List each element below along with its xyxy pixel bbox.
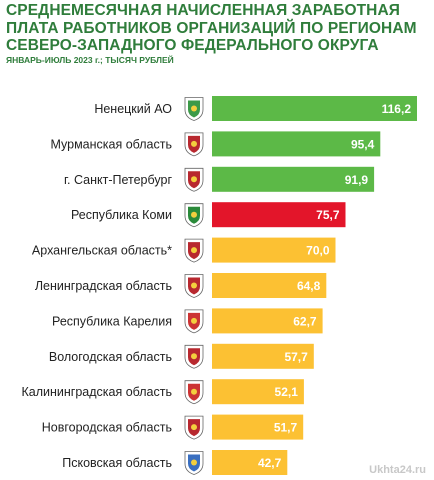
category-label: Ненецкий АО — [94, 102, 172, 116]
watermark: Ukhta24.ru — [369, 464, 426, 476]
bar — [212, 273, 327, 298]
chart-title: СРЕДНЕМЕСЯЧНАЯ НАЧИСЛЕННАЯ ЗАРАБОТНАЯ ПЛ… — [6, 2, 417, 54]
bar — [212, 166, 375, 192]
value-label: 91,9 — [345, 173, 369, 187]
value-label: 75,7 — [316, 208, 340, 222]
bar — [212, 237, 336, 263]
value-label: 64,8 — [297, 279, 321, 293]
pskov-emblem-icon — [184, 451, 204, 475]
bar — [212, 131, 381, 157]
value-label: 52,1 — [275, 385, 299, 399]
chart-subtitle: ЯНВАРЬ-ИЮЛЬ 2023 г.; ТЫСЯЧ РУБЛЕЙ — [6, 55, 174, 65]
value-label: 95,4 — [351, 137, 375, 151]
bar — [212, 343, 314, 369]
komi-emblem-icon — [184, 203, 204, 228]
value-label: 51,7 — [274, 421, 298, 435]
category-label: Калининградская область — [21, 385, 172, 399]
arkhangelsk-emblem-icon — [184, 238, 204, 263]
bar — [212, 414, 304, 440]
vologda-emblem-icon — [184, 344, 204, 369]
novgorod-emblem-icon — [184, 415, 204, 440]
category-label: Новгородская область — [42, 421, 172, 435]
kaliningrad-emblem-icon — [184, 380, 204, 405]
category-label: Архангельская область* — [32, 244, 172, 258]
value-label: 57,7 — [284, 350, 308, 364]
category-label: Ленинградская область — [35, 279, 172, 293]
category-label: Вологодская область — [49, 350, 172, 364]
murmansk-emblem-icon — [184, 132, 204, 157]
category-label: г. Санкт-Петербург — [64, 173, 172, 187]
category-label: Псковская область — [62, 456, 172, 470]
bar — [212, 202, 346, 228]
category-label: Мурманская область — [50, 137, 172, 151]
bar — [212, 450, 288, 475]
bar — [212, 379, 304, 405]
value-label: 42,7 — [258, 456, 282, 470]
category-label: Республика Карелия — [52, 314, 172, 328]
value-label: 70,0 — [306, 244, 330, 258]
value-label: 62,7 — [293, 314, 317, 328]
value-label: 116,2 — [382, 102, 412, 116]
leningrad-emblem-icon — [184, 274, 204, 298]
category-label: Республика Коми — [71, 208, 172, 222]
spb-emblem-icon — [184, 167, 204, 192]
bar — [212, 96, 417, 121]
bar — [212, 308, 323, 334]
karelia-emblem-icon — [184, 309, 204, 334]
nenets-emblem-icon — [184, 97, 204, 121]
